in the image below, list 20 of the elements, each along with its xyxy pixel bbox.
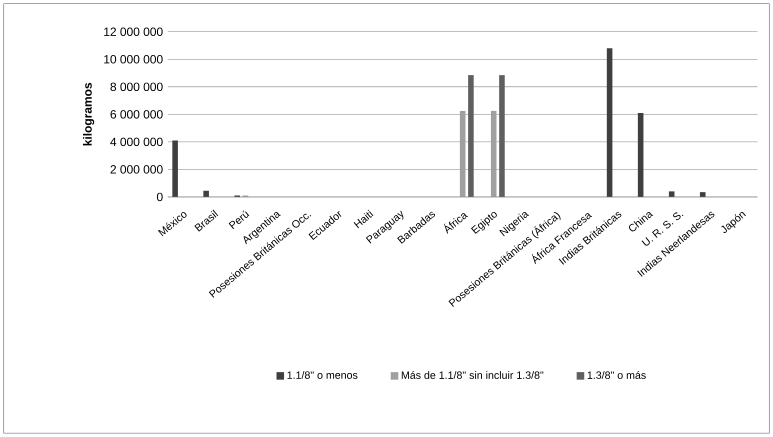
- legend-label: Más de 1.1/8" sin incluir 1.3/8": [402, 371, 544, 379]
- bar: [499, 75, 505, 197]
- legend-label: 1.1/8" o menos: [288, 371, 358, 379]
- bar: [638, 112, 644, 197]
- legend-label: 1.3/8" o más: [588, 371, 646, 379]
- y-axis-title: kilogramos: [82, 82, 94, 146]
- bar: [468, 75, 474, 197]
- bar: [460, 110, 466, 197]
- y-tick-label: 4 000 000: [110, 138, 163, 146]
- bar: [172, 140, 178, 197]
- bar: [700, 192, 706, 197]
- y-tick-label: 0: [156, 192, 163, 202]
- y-tick-label: 12 000 000: [104, 28, 163, 36]
- y-tick-label: 2 000 000: [110, 165, 163, 174]
- bar: [203, 190, 209, 197]
- y-tick-label: 10 000 000: [104, 55, 163, 64]
- y-tick-label: 8 000 000: [110, 82, 163, 92]
- y-tick-label: 6 000 000: [110, 110, 163, 119]
- bar: [490, 110, 496, 197]
- bar: [606, 48, 612, 197]
